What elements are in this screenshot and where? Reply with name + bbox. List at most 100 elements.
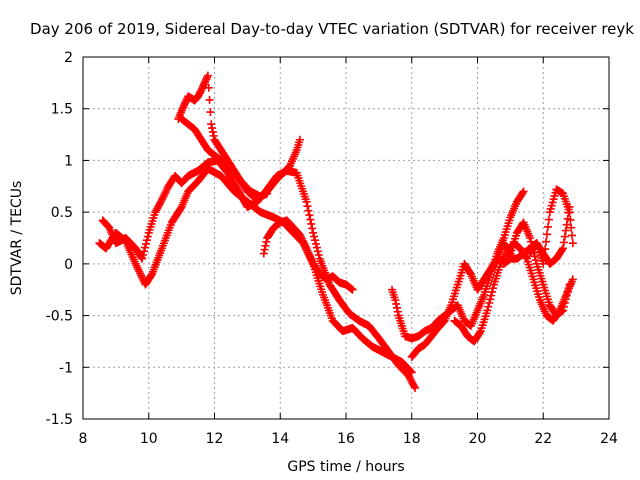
data-point <box>312 243 321 252</box>
data-point <box>486 295 495 304</box>
y-tick-label: -1 <box>59 360 73 376</box>
data-point <box>262 237 271 246</box>
y-tick-label: -0.5 <box>46 309 73 325</box>
data-point <box>309 228 318 237</box>
x-tick-label: 10 <box>140 431 158 447</box>
data-point <box>392 303 401 312</box>
data-point <box>313 247 322 256</box>
data-point <box>302 197 311 206</box>
data-point <box>561 226 570 235</box>
y-axis-label: SDTVAR / TECUs <box>9 181 25 296</box>
data-point <box>564 208 573 217</box>
data-point <box>568 239 577 248</box>
data-point <box>410 382 419 391</box>
data-point <box>139 250 148 259</box>
data-point <box>306 215 315 224</box>
data-point <box>406 367 415 376</box>
data-point <box>565 202 574 211</box>
data-point <box>559 238 568 247</box>
data-point <box>200 78 209 87</box>
data-point <box>391 296 400 305</box>
data-point <box>295 135 304 144</box>
data-point <box>143 232 152 241</box>
chart-title: Day 206 of 2019, Sidereal Day-to-day VTE… <box>30 20 634 38</box>
x-tick-label: 12 <box>206 431 224 447</box>
data-point <box>314 250 323 259</box>
data-point <box>138 254 147 263</box>
data-point <box>178 104 187 113</box>
data-point <box>147 271 156 280</box>
data-point <box>208 124 217 133</box>
data-point <box>485 299 494 308</box>
data-point <box>518 188 527 197</box>
data-point <box>484 302 493 311</box>
data-point <box>180 99 189 108</box>
data-point <box>142 236 151 245</box>
data-point <box>567 223 576 232</box>
data-point <box>558 244 567 253</box>
y-tick-label: 0.5 <box>51 205 73 221</box>
series-track-10 <box>526 202 574 268</box>
data-point <box>519 187 528 196</box>
data-point <box>560 232 569 241</box>
data-point <box>177 106 186 115</box>
series-track-4 <box>177 115 304 204</box>
x-tick-label: 22 <box>534 431 552 447</box>
data-point <box>483 306 492 315</box>
data-point <box>563 214 572 223</box>
x-tick-label: 8 <box>79 431 88 447</box>
x-tick-label: 14 <box>271 431 289 447</box>
data-point <box>176 204 185 213</box>
data-point <box>205 95 214 104</box>
data-point <box>206 108 215 117</box>
data-point <box>204 83 213 92</box>
data-points <box>95 71 577 392</box>
series-track-5 <box>259 216 357 294</box>
x-axis-label: GPS time / hours <box>287 459 404 475</box>
data-point <box>179 103 188 112</box>
data-point <box>140 243 149 252</box>
data-point <box>202 75 211 84</box>
data-point <box>308 224 317 233</box>
y-tick-label: 2 <box>64 50 73 66</box>
data-point <box>259 249 268 258</box>
data-point <box>305 211 314 220</box>
grid-lines <box>83 57 609 419</box>
y-tick-label: 0 <box>64 257 73 273</box>
data-point <box>181 97 190 106</box>
y-tick-label: 1 <box>64 153 73 169</box>
data-point <box>307 219 316 228</box>
data-point <box>542 237 551 246</box>
y-tick-label: -1.5 <box>46 412 73 428</box>
data-point <box>558 245 567 254</box>
x-tick-label: 18 <box>403 431 421 447</box>
data-point <box>209 131 218 140</box>
data-point <box>488 284 497 293</box>
data-point <box>310 232 319 241</box>
y-tick-label: 1.5 <box>51 102 73 118</box>
data-point <box>530 252 539 261</box>
data-point <box>411 383 420 392</box>
data-point <box>261 241 270 250</box>
data-point <box>407 368 416 377</box>
data-point <box>208 127 217 136</box>
data-point <box>303 202 312 211</box>
data-point <box>544 215 553 224</box>
data-point <box>392 299 401 308</box>
data-point <box>311 239 320 248</box>
data-point <box>199 80 208 89</box>
x-tick-label: 20 <box>469 431 487 447</box>
data-point <box>487 291 496 300</box>
data-point <box>198 82 207 91</box>
x-tick-label: 24 <box>600 431 618 447</box>
data-point <box>203 73 212 82</box>
data-point <box>311 236 320 245</box>
data-point <box>207 120 216 129</box>
data-point <box>543 230 552 239</box>
data-point <box>526 234 535 242</box>
data-point <box>201 77 210 86</box>
data-point <box>141 239 150 248</box>
series-track-7 <box>407 218 574 361</box>
data-point <box>568 231 577 240</box>
